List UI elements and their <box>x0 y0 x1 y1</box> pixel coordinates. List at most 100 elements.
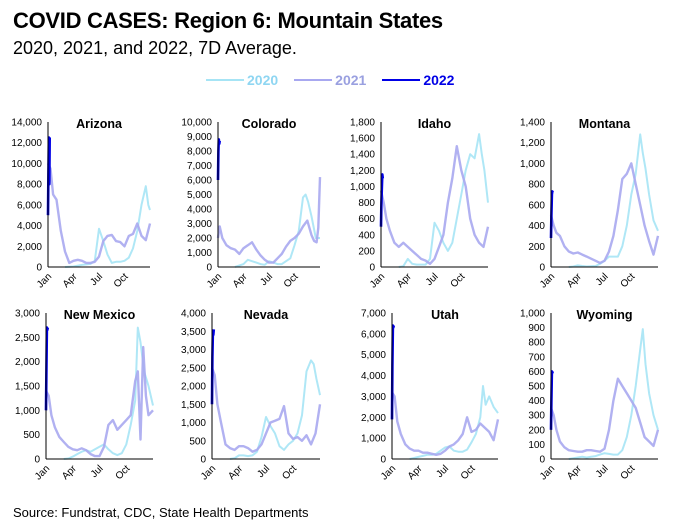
series-line-2021 <box>46 162 152 265</box>
y-tick-label: 8,000 <box>17 180 42 191</box>
y-tick-label: 1,000 <box>181 418 206 429</box>
y-tick-label: 5,000 <box>187 190 212 201</box>
y-tick-label: 0 <box>36 263 42 274</box>
y-tick-label: 0 <box>539 263 545 274</box>
x-tick-label: Jul <box>594 271 611 288</box>
y-tick-label: 800 <box>358 198 375 209</box>
x-tick-label: Jan <box>379 463 398 482</box>
y-tick-label: 400 <box>528 221 545 232</box>
x-tick-label: Jan <box>538 271 557 290</box>
y-tick-label: 6,000 <box>361 329 386 340</box>
y-tick-label: 1,800 <box>350 118 375 129</box>
x-tick-label: Oct <box>459 463 478 482</box>
y-tick-label: 200 <box>528 425 545 436</box>
y-tick-label: 2,000 <box>181 382 206 393</box>
chart-idaho: 0 200 400 600 800 1,000 1,200 1,400 1,600 1,800 Ja… <box>350 117 490 291</box>
chart-new-mexico: 0 500 1,000 1,500 2,000 2,500 3,000 Jan Apr Jul Oc… <box>15 308 154 483</box>
legend-swatch-2021 <box>294 79 333 81</box>
page-subtitle: 2020, 2021, and 2022, 7D Average. <box>13 38 297 58</box>
series-line-2021 <box>379 144 490 265</box>
y-tick-label: 3,000 <box>361 392 386 403</box>
y-tick-label: 1,000 <box>350 182 375 193</box>
chart-title: Nevada <box>244 308 290 322</box>
chart-colorado: 0 1,000 2,000 3,000 4,000 5,000 6,000 7,000 8,00… <box>181 117 322 291</box>
x-tick-label: Apr <box>60 463 79 482</box>
y-tick-label: 0 <box>539 455 545 466</box>
y-tick-label: 1,000 <box>520 309 545 320</box>
x-tick-label: Apr <box>61 271 80 290</box>
legend-item-2021: 2021 <box>294 72 366 88</box>
x-tick-label: Oct <box>619 463 638 482</box>
x-tick-label: Jul <box>255 463 272 480</box>
y-tick-label: 6,000 <box>17 200 42 211</box>
page-title: COVID CASES: Region 6: Mountain States <box>13 8 443 33</box>
y-tick-label: 3,500 <box>181 327 206 338</box>
x-tick-label: Apr <box>226 463 245 482</box>
legend-label-2020: 2020 <box>247 72 279 88</box>
y-tick-label: 500 <box>189 436 206 447</box>
y-tick-label: 900 <box>528 323 545 334</box>
y-tick-label: 2,000 <box>361 413 386 424</box>
series-line-2021 <box>216 177 322 264</box>
y-tick-label: 200 <box>528 242 545 253</box>
legend-label-2021: 2021 <box>335 72 367 88</box>
chart-montana: 0 200 400 600 800 1,000 1,200 1,400 Jan Apr Jul Oct… <box>520 117 660 291</box>
y-tick-label: 100 <box>528 440 545 451</box>
y-tick-label: 2,000 <box>15 357 40 368</box>
chart-title: Montana <box>579 117 631 131</box>
x-tick-label: Oct <box>282 271 301 290</box>
chart-nevada: 0 500 1,000 1,500 2,000 2,500 3,000 3,500 4,000 J… <box>181 308 322 483</box>
y-tick-label: 700 <box>528 352 545 363</box>
y-tick-label: 800 <box>528 338 545 349</box>
x-tick-label: Apr <box>565 271 584 290</box>
chart-title: Idaho <box>418 117 452 131</box>
y-tick-label: 5,000 <box>361 350 386 361</box>
y-tick-label: 1,000 <box>187 248 212 259</box>
series-line-2020 <box>568 328 659 460</box>
legend-swatch-2022 <box>382 79 421 81</box>
series-line-2021 <box>210 367 322 453</box>
x-tick-label: Oct <box>112 271 131 290</box>
y-tick-label: 800 <box>528 180 545 191</box>
legend-swatch-2020 <box>206 79 244 81</box>
y-tick-label: 200 <box>358 246 375 257</box>
y-tick-label: 4,000 <box>181 309 206 320</box>
y-tick-label: 1,200 <box>520 138 545 149</box>
y-tick-label: 1,000 <box>361 434 386 445</box>
series-line-2021 <box>390 391 500 456</box>
y-tick-label: 6,000 <box>187 176 212 187</box>
x-tick-label: Jan <box>538 463 557 482</box>
y-tick-label: 3,000 <box>181 345 206 356</box>
y-tick-label: 3,000 <box>187 219 212 230</box>
y-tick-label: 10,000 <box>181 118 212 129</box>
chart-arizona: 0 2,000 4,000 6,000 8,000 10,000 12,000 14,000 J… <box>11 117 152 291</box>
y-tick-label: 600 <box>528 367 545 378</box>
x-tick-label: Jan <box>33 463 52 482</box>
y-tick-label: 0 <box>206 263 212 274</box>
series-line-2020 <box>568 133 659 268</box>
y-tick-label: 10,000 <box>11 159 42 170</box>
y-tick-label: 14,000 <box>11 118 42 129</box>
y-tick-label: 4,000 <box>361 371 386 382</box>
chart-title: Colorado <box>242 117 297 131</box>
y-tick-label: 500 <box>528 382 545 393</box>
x-tick-label: Jul <box>89 463 106 480</box>
y-tick-label: 2,000 <box>17 242 42 253</box>
chart-title: Utah <box>431 308 459 322</box>
y-tick-label: 1,500 <box>15 382 40 393</box>
x-tick-label: Oct <box>449 271 468 290</box>
chart-title: New Mexico <box>64 308 136 322</box>
y-tick-label: 3,000 <box>15 309 40 320</box>
y-tick-label: 1,500 <box>181 400 206 411</box>
y-tick-label: 0 <box>34 455 40 466</box>
x-tick-label: Jul <box>88 271 105 288</box>
chart-title: Wyoming <box>576 308 632 322</box>
y-tick-label: 7,000 <box>187 161 212 172</box>
x-tick-label: Jul <box>258 271 275 288</box>
legend-label-2022: 2022 <box>423 72 455 88</box>
x-tick-label: Jan <box>205 271 224 290</box>
y-tick-label: 2,500 <box>181 363 206 374</box>
y-tick-label: 12,000 <box>11 138 42 149</box>
x-tick-label: Apr <box>395 271 414 290</box>
